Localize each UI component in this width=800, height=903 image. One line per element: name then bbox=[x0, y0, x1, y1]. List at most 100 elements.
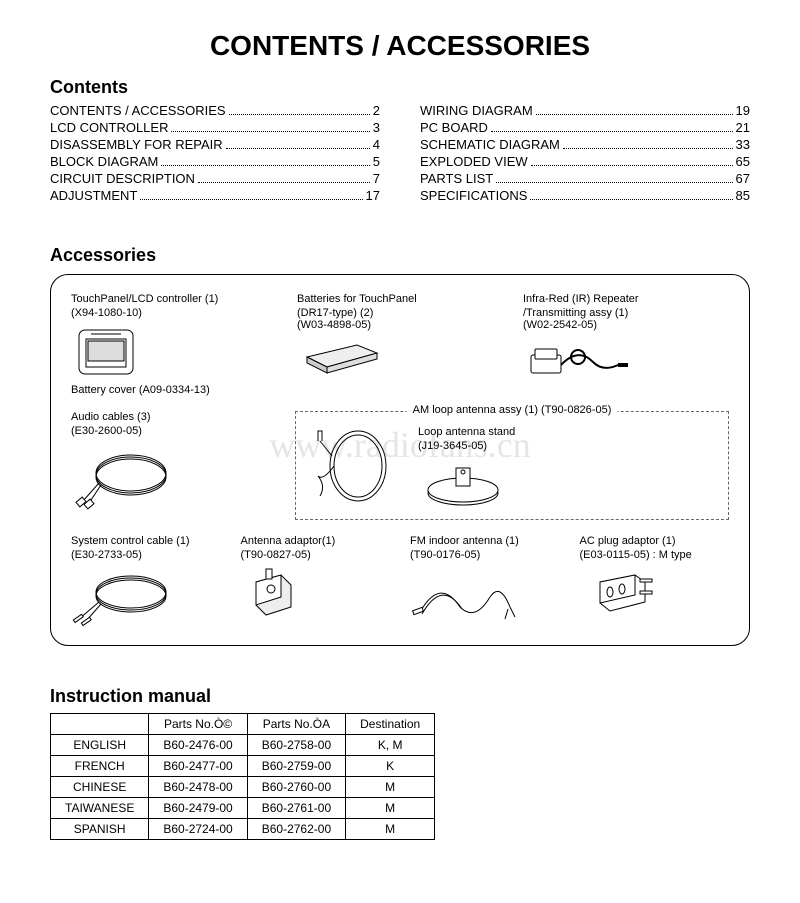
acc-ir-repeater: Infra-Red (IR) Repeater /Transmitting as… bbox=[523, 293, 729, 396]
toc-dots bbox=[530, 198, 732, 200]
table-row: TAIWANESEB60-2479-00B60-2761-00M bbox=[51, 798, 435, 819]
acc-battery-cover-label: Battery cover (A09-0334-13) bbox=[71, 384, 277, 396]
toc-label: LCD CONTROLLER bbox=[50, 120, 168, 135]
toc-row: BLOCK DIAGRAM 5 bbox=[50, 154, 380, 169]
toc-dots bbox=[161, 164, 369, 166]
acc-fm-antenna: FM indoor antenna (1) (T90-0176-05) bbox=[410, 535, 560, 627]
acc-label: FM indoor antenna (1) bbox=[410, 535, 560, 547]
contents-columns: CONTENTS / ACCESSORIES 2 LCD CONTROLLER 3 DI… bbox=[50, 103, 750, 205]
contents-heading: Contents bbox=[50, 77, 750, 98]
table-row: FRENCHB60-2477-00B60-2759-00K bbox=[51, 756, 435, 777]
acc-audio-cables: Audio cables (3) (E30-2600-05) bbox=[71, 411, 275, 520]
toc-page: 33 bbox=[736, 137, 750, 152]
acc-label: Batteries for TouchPanel bbox=[297, 293, 503, 305]
acc-label: Loop antenna stand bbox=[418, 426, 515, 438]
acc-label: Antenna adaptor(1) bbox=[241, 535, 391, 547]
table-cell: M bbox=[346, 819, 435, 840]
acc-touchpanel: TouchPanel/LCD controller (1) (X94-1080-… bbox=[71, 293, 277, 396]
toc-dots bbox=[531, 164, 733, 166]
acc-label: AC plug adaptor (1) bbox=[580, 535, 730, 547]
table-cell: B60-2760-00 bbox=[247, 777, 345, 798]
toc-row: ADJUSTMENT17 bbox=[50, 188, 380, 203]
toc-row: EXPLODED VIEW65 bbox=[420, 154, 750, 169]
toc-page: 85 bbox=[736, 188, 750, 203]
acc-part: (T90-0176-05) bbox=[410, 549, 560, 561]
accessories-heading: Accessories bbox=[50, 245, 750, 266]
am-loop-box: AM loop antenna assy (1) (T90-0826-05) L… bbox=[295, 411, 729, 520]
acc-sub: /Transmitting assy (1) bbox=[523, 307, 729, 319]
table-cell: M bbox=[346, 798, 435, 819]
table-cell: B60-2479-00 bbox=[149, 798, 247, 819]
table-header: Parts No.ÒA bbox=[247, 714, 345, 735]
toc-dots bbox=[198, 181, 370, 183]
toc-page: 21 bbox=[736, 120, 750, 135]
page-title: CONTENTS / ACCESSORIES bbox=[50, 30, 750, 62]
toc-label: BLOCK DIAGRAM bbox=[50, 154, 158, 169]
toc-row: SPECIFICATIONS 85 bbox=[420, 188, 750, 203]
table-cell: ENGLISH bbox=[51, 735, 149, 756]
table-header bbox=[51, 714, 149, 735]
acc-label: Audio cables (3) bbox=[71, 411, 275, 423]
acc-ant-adaptor: Antenna adaptor(1) (T90-0827-05) bbox=[241, 535, 391, 627]
toc-label: DISASSEMBLY FOR REPAIR bbox=[50, 137, 223, 152]
toc-left-column: CONTENTS / ACCESSORIES 2 LCD CONTROLLER 3 DI… bbox=[50, 103, 380, 205]
toc-label: SCHEMATIC DIAGRAM bbox=[420, 137, 560, 152]
table-row: SPANISHB60-2724-00B60-2762-00M bbox=[51, 819, 435, 840]
table-cell: B60-2762-00 bbox=[247, 819, 345, 840]
toc-label: CONTENTS / ACCESSORIES bbox=[50, 103, 226, 118]
toc-label: PARTS LIST bbox=[420, 171, 493, 186]
toc-row: CONTENTS / ACCESSORIES 2 bbox=[50, 103, 380, 118]
battery-icon bbox=[297, 337, 387, 377]
ac-plug-icon bbox=[580, 567, 660, 617]
toc-row: DISASSEMBLY FOR REPAIR4 bbox=[50, 137, 380, 152]
toc-label: SPECIFICATIONS bbox=[420, 188, 527, 203]
toc-row: LCD CONTROLLER 3 bbox=[50, 120, 380, 135]
acc-sys-cable: System control cable (1) (E30-2733-05) bbox=[71, 535, 221, 627]
table-cell: FRENCH bbox=[51, 756, 149, 777]
acc-part: (X94-1080-10) bbox=[71, 307, 277, 319]
toc-page: 65 bbox=[736, 154, 750, 169]
toc-row: PC BOARD21 bbox=[420, 120, 750, 135]
fm-antenna-icon bbox=[410, 567, 520, 622]
table-cell: M bbox=[346, 777, 435, 798]
am-loop-label: AM loop antenna assy (1) (T90-0826-05) bbox=[407, 404, 618, 416]
manual-table: Parts No.Ò©Parts No.ÒADestination ENGLIS… bbox=[50, 713, 435, 840]
toc-dots bbox=[491, 130, 733, 132]
table-row: CHINESEB60-2478-00B60-2760-00M bbox=[51, 777, 435, 798]
acc-label: TouchPanel/LCD controller (1) bbox=[71, 293, 277, 305]
table-header: Parts No.Ò© bbox=[149, 714, 247, 735]
toc-dots bbox=[226, 147, 370, 149]
table-cell: B60-2759-00 bbox=[247, 756, 345, 777]
table-cell: B60-2478-00 bbox=[149, 777, 247, 798]
acc-part: (E30-2733-05) bbox=[71, 549, 221, 561]
acc-part: (E30-2600-05) bbox=[71, 425, 275, 437]
toc-right-column: WIRING DIAGRAM19PC BOARD21SCHEMATIC DIAG… bbox=[420, 103, 750, 205]
toc-page: 2 bbox=[373, 103, 380, 118]
loop-stand-icon bbox=[418, 458, 508, 508]
toc-dots bbox=[536, 113, 733, 115]
table-cell: K, M bbox=[346, 735, 435, 756]
toc-page: 3 bbox=[373, 120, 380, 135]
acc-ac-plug: AC plug adaptor (1) (E03-0115-05) : M ty… bbox=[580, 535, 730, 627]
table-cell: B60-2758-00 bbox=[247, 735, 345, 756]
table-cell: B60-2476-00 bbox=[149, 735, 247, 756]
acc-label: Infra-Red (IR) Repeater bbox=[523, 293, 729, 305]
accessories-box: www.radiofans.cn TouchPanel/LCD controll… bbox=[50, 274, 750, 646]
table-cell: B60-2724-00 bbox=[149, 819, 247, 840]
acc-part: (E03-0115-05) : M type bbox=[580, 549, 730, 561]
audio-cable-icon bbox=[71, 443, 181, 513]
acc-part: (T90-0827-05) bbox=[241, 549, 391, 561]
table-cell: SPANISH bbox=[51, 819, 149, 840]
table-cell: CHINESE bbox=[51, 777, 149, 798]
am-loop-icon bbox=[308, 426, 398, 506]
acc-sub: (DR17-type) (2) bbox=[297, 307, 503, 319]
toc-label: WIRING DIAGRAM bbox=[420, 103, 533, 118]
toc-page: 17 bbox=[366, 188, 380, 203]
acc-part: (W03-4898-05) bbox=[297, 319, 503, 331]
ir-repeater-icon bbox=[523, 337, 633, 382]
acc-batteries: Batteries for TouchPanel (DR17-type) (2)… bbox=[297, 293, 503, 396]
toc-page: 5 bbox=[373, 154, 380, 169]
table-cell: B60-2761-00 bbox=[247, 798, 345, 819]
toc-dots bbox=[171, 130, 369, 132]
toc-row: SCHEMATIC DIAGRAM 33 bbox=[420, 137, 750, 152]
